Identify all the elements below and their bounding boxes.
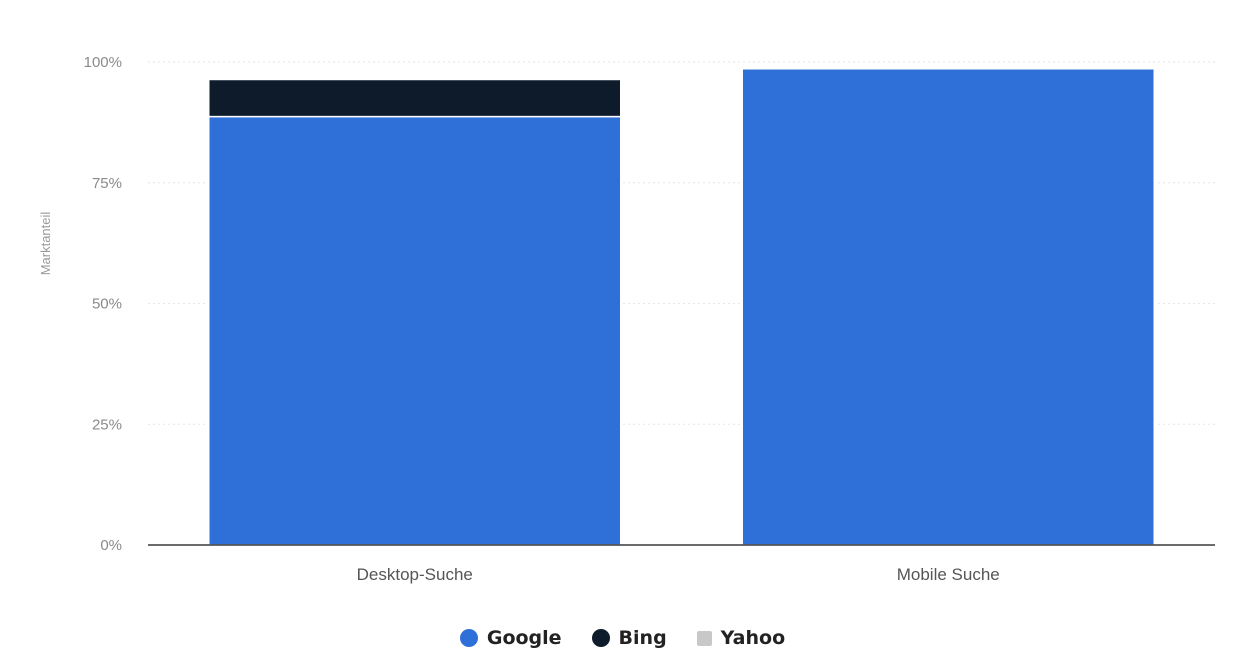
y-tick-label: 25% <box>92 416 122 433</box>
legend-swatch-icon <box>591 629 610 647</box>
y-tick-label: 100% <box>84 54 122 71</box>
legend-label: Bing <box>618 627 667 649</box>
y-tick-label: 75% <box>92 175 122 192</box>
bar-yahoo-2[interactable] <box>741 67 1155 70</box>
bars <box>208 67 1155 546</box>
y-axis-title: Marktanteil <box>38 212 53 276</box>
bar-bing-1[interactable] <box>208 78 622 118</box>
bar-yahoo-1[interactable] <box>208 77 622 81</box>
legend: Google Bing Yahoo <box>0 627 1245 649</box>
y-axis-ticks: 0% 25% 50% 75% 100% <box>84 54 122 554</box>
x-category-label: Mobile Suche <box>897 565 1000 584</box>
bar-google-2[interactable] <box>741 68 1155 546</box>
x-axis-categories: Desktop-Suche Mobile Suche <box>357 565 1000 584</box>
legend-label: Google <box>486 627 562 649</box>
legend-item-google[interactable]: Google <box>459 627 562 649</box>
legend-swatch-icon <box>696 630 712 646</box>
legend-label: Yahoo <box>720 627 786 649</box>
bar-google-1[interactable] <box>208 115 622 546</box>
legend-item-bing[interactable]: Bing <box>591 627 667 649</box>
x-category-label: Desktop-Suche <box>357 565 473 584</box>
y-tick-label: 50% <box>92 296 122 313</box>
y-tick-label: 0% <box>100 537 122 554</box>
legend-swatch-icon <box>459 629 478 647</box>
legend-item-yahoo[interactable]: Yahoo <box>696 627 786 649</box>
